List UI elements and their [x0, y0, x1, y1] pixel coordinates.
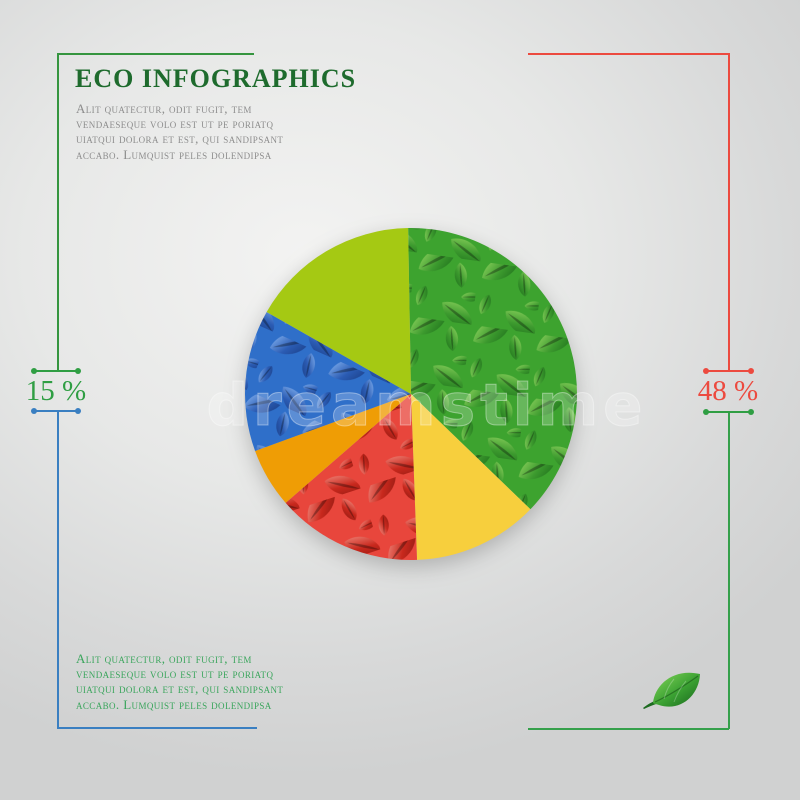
right-percent-label: 48 % [697, 375, 759, 407]
left-callout-lower-tick [31, 408, 81, 414]
bracket-bottom-right-vertical [728, 412, 730, 729]
bracket-bottom-right-horizontal [528, 728, 729, 730]
pie-segment-orange [255, 394, 411, 503]
pie-segment-red-leaves [285, 394, 418, 560]
page-title: ECO INFOGRAPHICS [75, 64, 357, 93]
bracket-top-right-horizontal [528, 53, 729, 55]
pie-segment-yellow [411, 394, 531, 560]
bracket-top-right-vertical [728, 53, 730, 371]
pie-segment-lime [266, 228, 411, 394]
pie-segments-group [244, 228, 577, 560]
footer-paragraph: Alit quatectur, odit fugit, tem vendaese… [76, 651, 284, 712]
left-percent-label: 15 % [25, 375, 87, 407]
bracket-bottom-left-horizontal [57, 727, 257, 729]
bracket-bottom-left-vertical [57, 411, 59, 728]
pie-segment-green-leaves [408, 228, 577, 510]
intro-paragraph: Alit quatectur, odit fugit, tem vendaese… [76, 101, 284, 162]
right-callout-upper-tick [703, 368, 754, 374]
left-callout-upper-tick [31, 368, 81, 374]
leaf-icon [643, 672, 700, 709]
pie-segment-blue-leaves [244, 312, 411, 451]
bracket-top-left-vertical [57, 53, 59, 371]
right-callout-lower-tick [703, 409, 754, 415]
bracket-top-left-horizontal [57, 53, 254, 55]
